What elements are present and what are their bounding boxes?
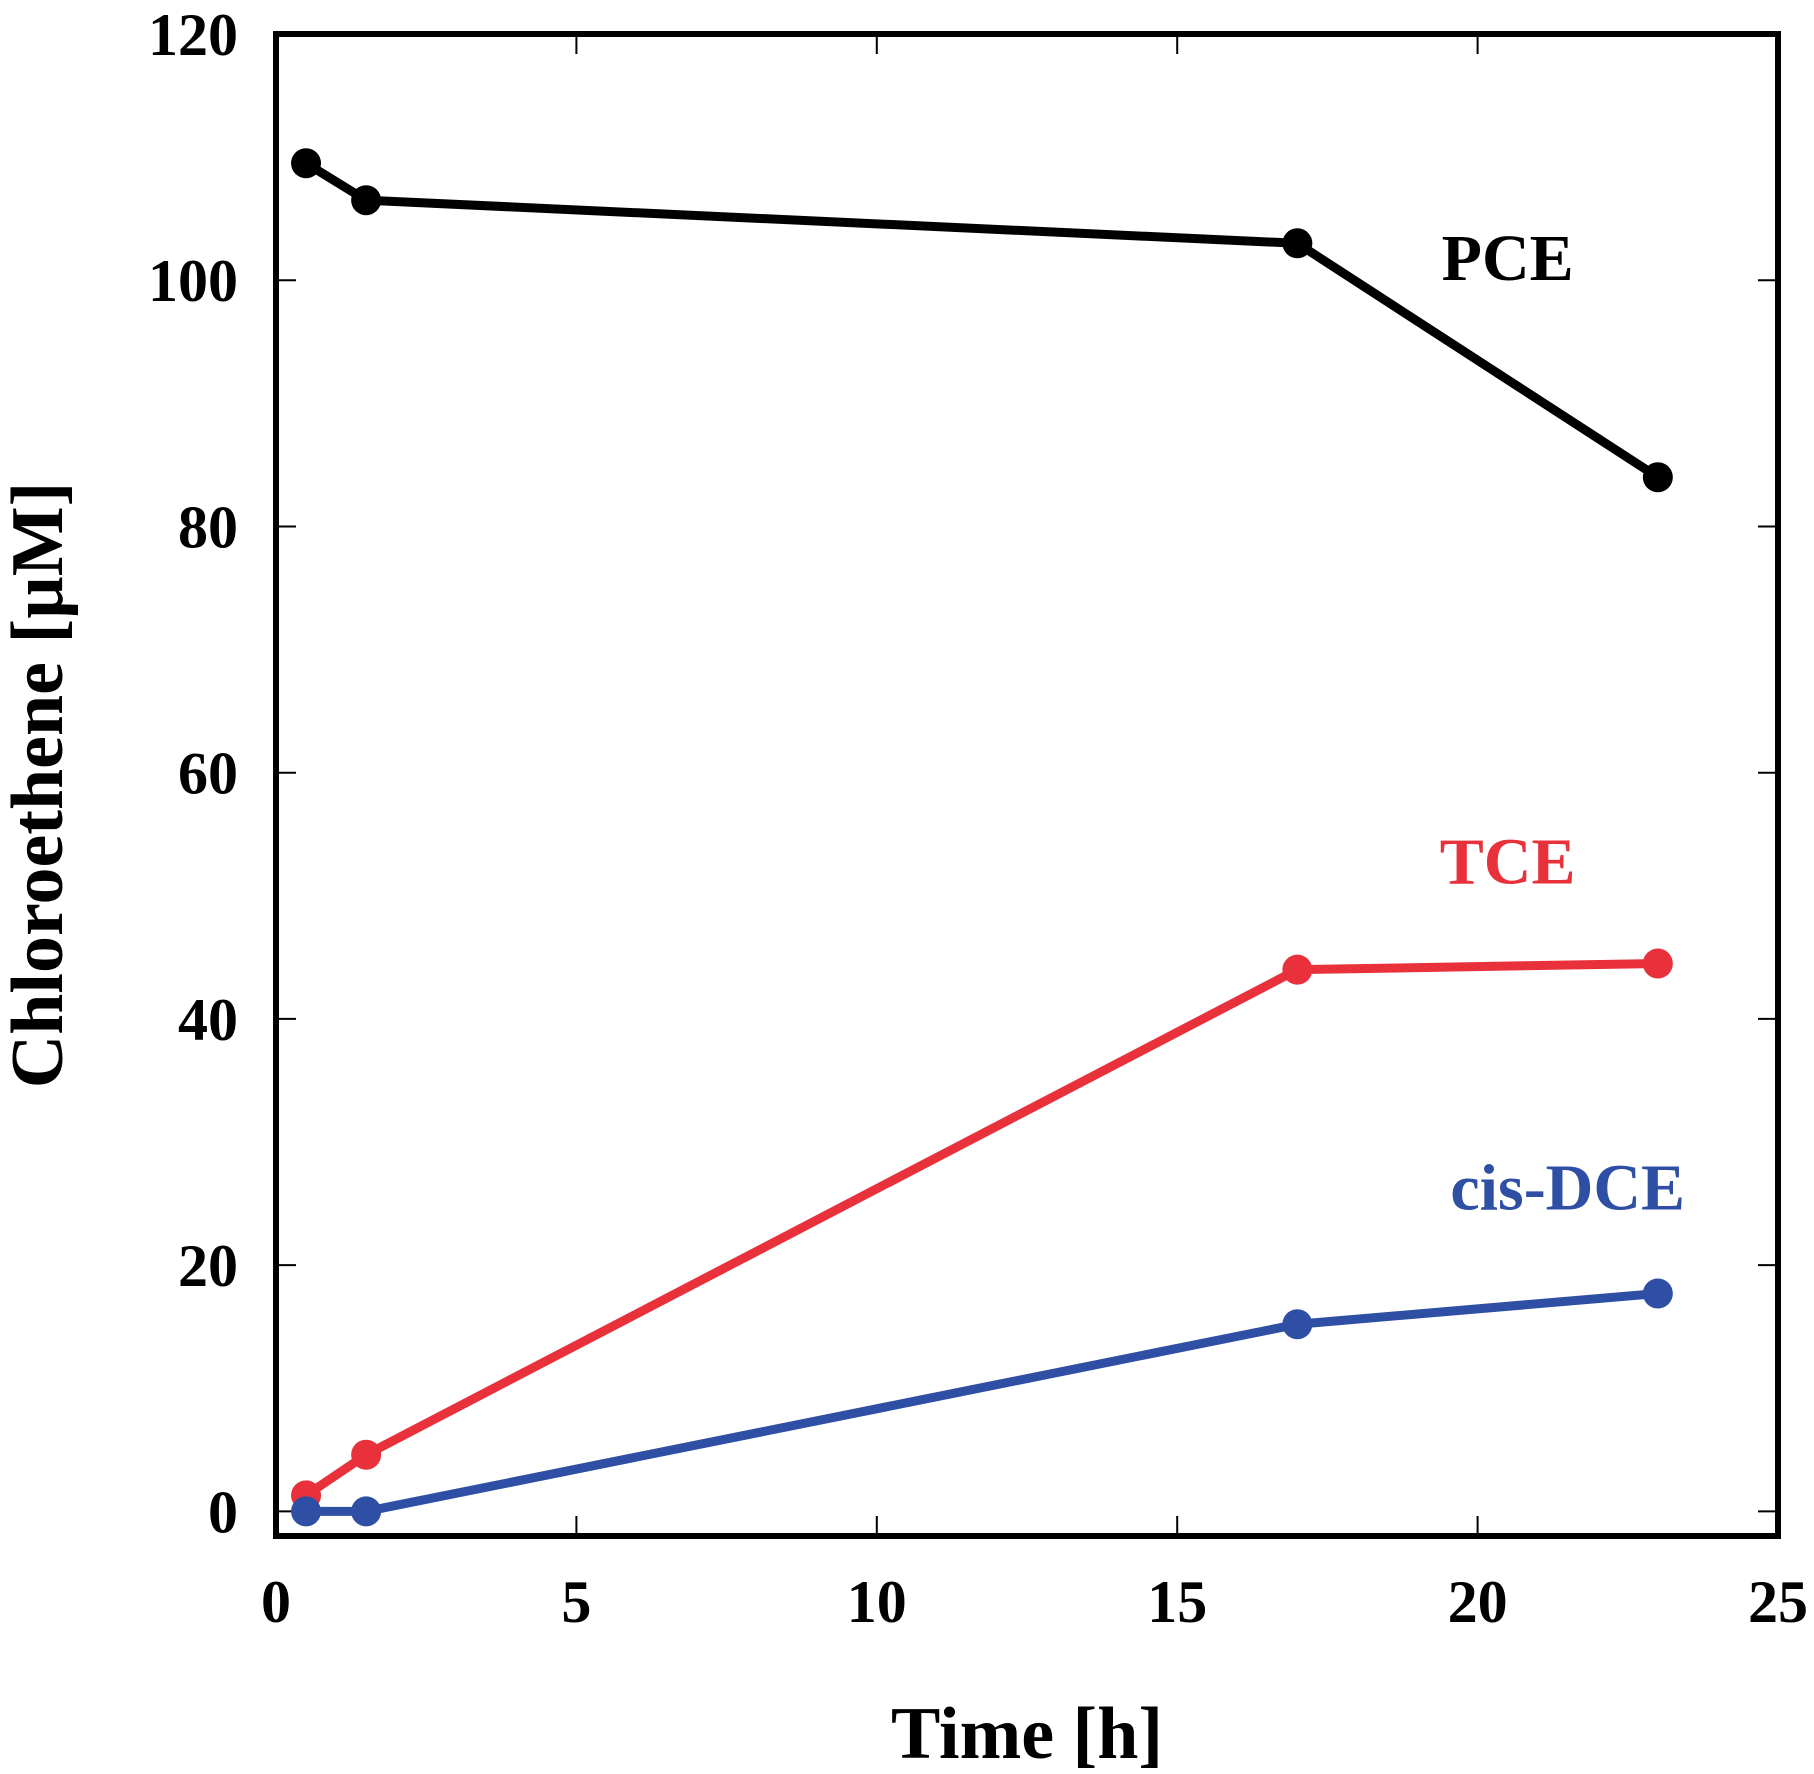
tce-point (351, 1439, 382, 1470)
y-tick-label: 80 (178, 494, 238, 560)
series-cis-dce: cis-DCE (291, 1152, 1685, 1527)
x-tick-label: 10 (847, 1569, 907, 1635)
x-tick-label: 5 (561, 1569, 591, 1635)
y-tick-label: 100 (148, 248, 238, 314)
cis-dce-line (301, 1288, 1663, 1516)
series-tce: TCE (291, 825, 1673, 1511)
cis-dce-point (1282, 1309, 1313, 1340)
y-tick-label: 60 (178, 741, 238, 807)
tce-point (1282, 954, 1313, 985)
tce-point (1642, 948, 1673, 979)
y-tick-label: 0 (208, 1479, 238, 1545)
y-axis-title: Chloroethene [µM] (0, 482, 79, 1088)
pce-point (351, 185, 382, 216)
cis-dce-point (1642, 1278, 1673, 1309)
tick-labels: 0 5 10 15 20 25 0 20 40 60 80 100 120 (148, 2, 1808, 1635)
y-tick-label: 120 (148, 2, 238, 68)
x-axis-title: Time [h] (891, 1693, 1163, 1774)
pce-point (291, 148, 322, 179)
pce-label: PCE (1442, 222, 1574, 295)
x-tick-label: 25 (1748, 1569, 1808, 1635)
pce-point (1642, 462, 1673, 493)
y-tick-label: 40 (178, 987, 238, 1053)
cis-dce-point (351, 1496, 382, 1527)
plot-frame (273, 31, 1781, 1539)
series-layer: PCE TCE cis-DCE (291, 148, 1685, 1527)
pce-line (301, 158, 1663, 482)
cis-dce-label: cis-DCE (1450, 1152, 1685, 1225)
x-tick-label: 0 (261, 1569, 291, 1635)
tce-line (301, 959, 1663, 1500)
pce-point (1282, 228, 1313, 259)
y-tick-label: 20 (178, 1233, 238, 1299)
series-pce: PCE (291, 148, 1673, 493)
x-tick-label: 20 (1448, 1569, 1508, 1635)
tce-label: TCE (1440, 825, 1576, 898)
cis-dce-point (291, 1496, 322, 1527)
x-tick-label: 15 (1147, 1569, 1207, 1635)
